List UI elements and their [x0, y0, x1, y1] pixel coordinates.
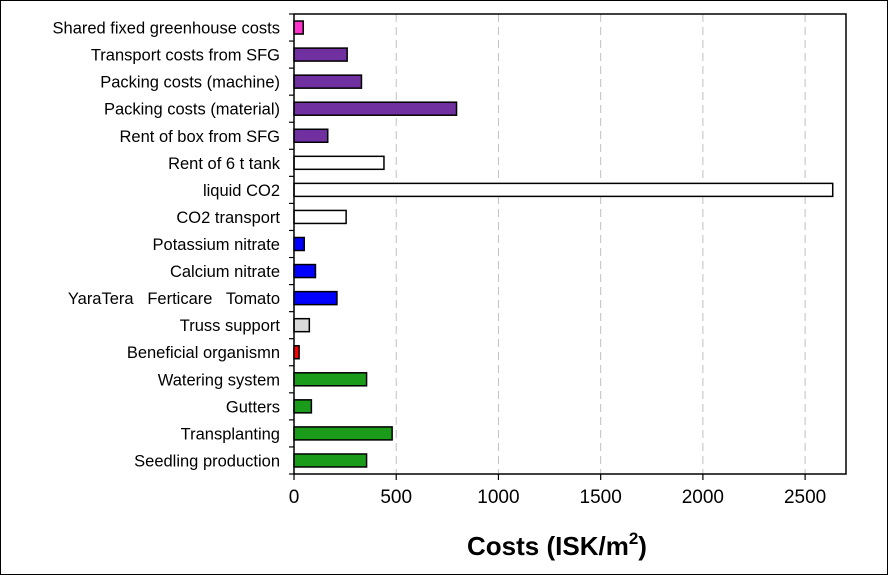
category-label-8: Potassium nitrate [153, 236, 280, 254]
bar-2 [293, 74, 363, 89]
category-labels: Shared fixed greenhouse costs Transport c… [53, 20, 281, 471]
bar-6 [293, 182, 834, 198]
category-label-2: Packing costs (machine) [100, 74, 280, 92]
bar-13 [293, 372, 368, 387]
category-label-1: Transport costs from SFG [91, 47, 280, 65]
category-label-5: Rent of 6 t tank [168, 155, 281, 173]
bar-8 [293, 236, 305, 252]
category-label-0: Shared fixed greenhouse costs [53, 20, 280, 38]
x-tick-label-1000: 1000 [477, 487, 519, 508]
bar-9 [293, 263, 317, 279]
category-label-14: Gutters [226, 398, 280, 416]
axes [289, 13, 806, 480]
x-tick-label-500: 500 [380, 487, 412, 508]
category-label-10: YaraTera Ferticare Tomato [68, 290, 280, 308]
bar-15 [293, 426, 393, 441]
x-axis-title-text: Costs (ISK/m [467, 531, 629, 561]
x-axis-title: Costs (ISK/m2) [467, 529, 647, 561]
bar-16 [293, 453, 368, 468]
bar-4 [293, 128, 329, 144]
x-tick-label-0: 0 [289, 487, 300, 508]
x-tick-labels: 0 500 1000 1500 2000 2500 [289, 487, 827, 508]
category-label-15: Transplanting [181, 425, 280, 443]
category-label-6: liquid CO2 [203, 182, 280, 200]
plot-area-border [293, 13, 847, 475]
bar-11 [293, 317, 311, 333]
grid-lines [395, 14, 806, 474]
x-axis-title-suffix: ) [638, 531, 647, 561]
category-label-3: Packing costs (material) [104, 101, 280, 119]
bars [293, 20, 834, 468]
category-label-12: Beneficial organismn [127, 344, 280, 362]
x-axis-title-superscript: 2 [629, 529, 638, 548]
x-tick-label-2500: 2500 [784, 487, 826, 508]
category-label-7: CO2 transport [176, 209, 280, 227]
category-label-9: Calcium nitrate [170, 263, 280, 281]
x-tick-label-2000: 2000 [682, 487, 724, 508]
bar-12 [293, 344, 300, 360]
bar-7 [293, 209, 347, 225]
bar-1 [293, 47, 348, 62]
category-label-16: Seedling production [134, 452, 280, 470]
category-label-11: Truss support [180, 317, 281, 335]
x-tick-label-1500: 1500 [580, 487, 622, 508]
category-label-4: Rent of box from SFG [120, 128, 280, 146]
bar-5 [293, 155, 385, 171]
category-label-13: Watering system [158, 371, 280, 389]
bar-14 [293, 399, 313, 414]
bar-3 [293, 101, 458, 116]
bar-0 [293, 20, 304, 35]
bar-10 [293, 290, 338, 306]
